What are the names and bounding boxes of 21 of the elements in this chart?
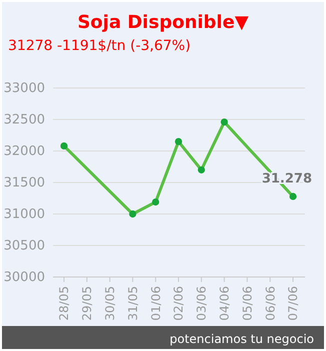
- x-tick-label: 05/06: [240, 286, 254, 321]
- x-tick-label: 01/06: [148, 286, 163, 321]
- x-tick-label: 28/05: [57, 286, 72, 321]
- x-tick-label: 07/06: [286, 286, 300, 321]
- chart-title: Soja Disponible▼: [77, 12, 249, 33]
- x-tick-label: 06/06: [263, 286, 278, 321]
- y-tick-label: 33000: [4, 81, 45, 96]
- y-tick-label: 32500: [4, 112, 45, 128]
- y-tick-label: 30500: [4, 238, 45, 254]
- y-tick-label: 32000: [4, 144, 45, 160]
- x-tick-label: 31/05: [126, 286, 140, 321]
- chart-subtitle: 31278 -1191$/tn (-3,67%): [8, 38, 191, 54]
- x-tick-label: 03/06: [194, 286, 209, 321]
- y-tick-label: 30000: [4, 270, 45, 286]
- x-tick-label: 30/05: [103, 286, 117, 321]
- y-tick-label: 31000: [4, 207, 45, 222]
- text: potenciamos tu negocio: [170, 332, 314, 346]
- x-tick-label: 29/05: [80, 286, 94, 321]
- x-tick-label: 02/06: [172, 286, 186, 321]
- x-tick-label: 04/06: [218, 286, 232, 321]
- y-tick-label: 31500: [4, 176, 45, 191]
